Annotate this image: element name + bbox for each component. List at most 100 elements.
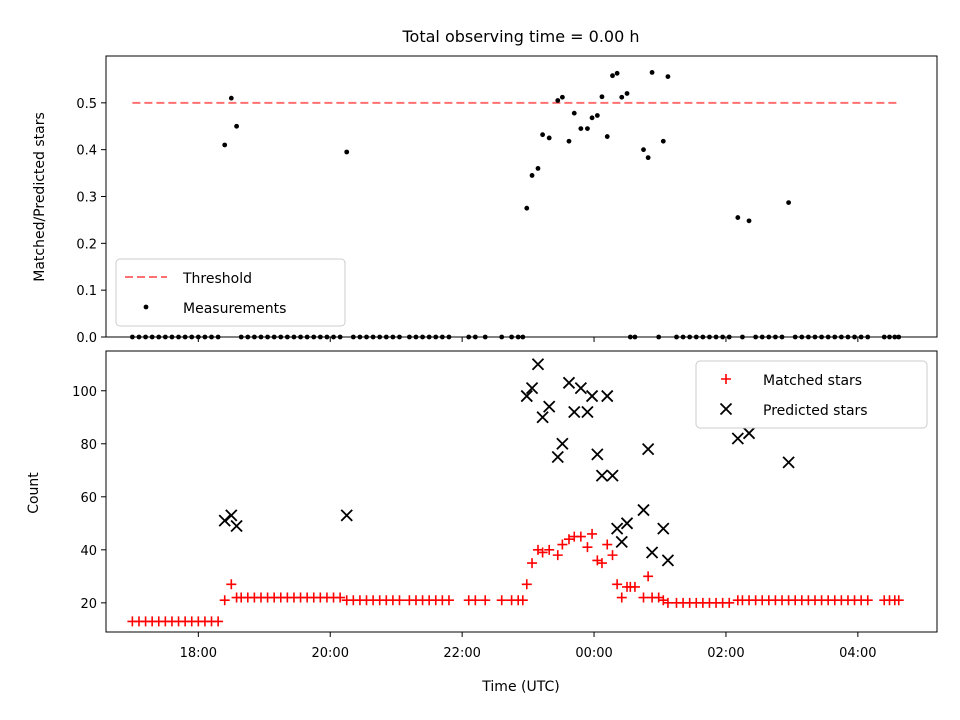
measurement-point (649, 69, 655, 75)
x-axis-label: Time (UTC) (481, 679, 559, 695)
predicted-star-point (551, 450, 564, 464)
predicted-star-point (645, 546, 659, 559)
matched-star-point (582, 542, 593, 553)
predicted-star-point (657, 522, 670, 535)
matched-star-point (658, 595, 669, 606)
matched-star-point (443, 595, 454, 606)
bottom-xtick-label: 20:00 (312, 646, 349, 661)
top-chart-title: Total observing time = 0.00 h (401, 27, 639, 46)
bottom-ytick-label: 20 (80, 597, 97, 612)
measurement-point (599, 94, 605, 100)
top-legend-box (115, 258, 346, 327)
bottom-xtick-label: 18:00 (180, 646, 217, 661)
matched-star-point (394, 595, 405, 606)
predicted-star-point (218, 514, 231, 527)
bottom-ytick-label: 80 (80, 438, 97, 453)
measurement-point (222, 142, 228, 148)
predicted-star-point (620, 517, 634, 530)
matched-star-point (643, 571, 654, 582)
measurement-point (619, 94, 625, 100)
matched-star-point (724, 597, 735, 608)
predicted-star-point (568, 405, 581, 419)
predicted-star-point (601, 389, 614, 403)
measurement-point (578, 126, 584, 131)
predicted-star-point (340, 509, 353, 522)
matched-star-point (532, 544, 543, 555)
top-ytick-label: 0.3 (76, 191, 97, 206)
matched-star-point (527, 558, 538, 569)
bottom-ytick-label: 40 (80, 544, 97, 559)
matched-star-point (496, 595, 507, 606)
matched-star-point (602, 539, 613, 550)
measurement-point (665, 74, 671, 80)
matched-star-point (653, 592, 664, 603)
matched-star-point (335, 592, 346, 603)
bottom-axes-frame (105, 350, 938, 633)
bottom-legend-box (695, 360, 928, 429)
bottom-ytick-label: 100 (72, 385, 97, 400)
predicted-star-point (520, 389, 533, 403)
bottom-xtick-label: 22:00 (443, 646, 480, 661)
measurement-point (344, 149, 350, 155)
top-plot-area: 0.0 0.1 0.2 0.3 0.4 0.5 Threshold Measurements (76, 55, 938, 346)
bottom-plot-area: 20 40 60 80 100 18:00 20:00 22:00 00:00 02:00 04:0… (72, 350, 938, 661)
predicted-star-point (581, 405, 594, 419)
predicted-star-point (610, 522, 624, 535)
legend-measurements-label: Measurements (183, 301, 286, 317)
measurement-point (228, 95, 234, 101)
top-axes-frame (105, 55, 938, 338)
top-ytick-label: 0.0 (76, 331, 97, 346)
predicted-star-point (595, 469, 609, 482)
matched-star-point (596, 558, 607, 569)
predicted-star-point (562, 376, 576, 389)
matched-star-point (592, 555, 603, 566)
measurement-point (746, 218, 752, 224)
predicted-star-point (536, 411, 549, 424)
predicted-star-point (641, 442, 655, 456)
measurement-point (555, 98, 561, 103)
matched-star-point (537, 547, 548, 558)
top-ytick-label: 0.4 (76, 144, 97, 159)
predicted-star-point (615, 535, 628, 549)
predicted-star-point (225, 509, 238, 522)
predicted-star-point (742, 427, 756, 440)
measurement-point (645, 155, 651, 161)
measurement-point (529, 173, 535, 178)
measurement-point (571, 110, 577, 116)
matched-star-point (638, 592, 649, 603)
matched-star-point (612, 579, 623, 590)
measurement-point (660, 138, 666, 144)
measurement-point (604, 134, 610, 139)
predicted-star-point (591, 448, 604, 461)
measurement-point (559, 94, 565, 100)
measurement-point (614, 70, 620, 76)
measurement-point (524, 205, 530, 211)
bottom-xtick-label: 00:00 (575, 646, 612, 661)
predicted-star-point (606, 469, 619, 482)
legend-threshold-label: Threshold (182, 271, 252, 287)
matched-star-point (544, 544, 555, 555)
legend-predicted-swatch (719, 402, 733, 416)
bottom-ytick-label: 60 (80, 491, 97, 506)
matched-star-point (575, 531, 586, 542)
matched-star-point (219, 595, 230, 606)
measurement-point (589, 115, 595, 121)
matched-star-point (587, 528, 598, 539)
matched-star-point (893, 595, 904, 606)
matched-star-point (213, 616, 224, 627)
matched-star-point (662, 597, 673, 608)
measurement-point (735, 215, 741, 220)
measurement-point (566, 138, 572, 144)
top-legend: Threshold Measurements (115, 258, 346, 327)
matched-star-point (480, 595, 491, 606)
matched-star-point (552, 550, 563, 561)
predicted-star-point (543, 400, 556, 413)
predicted-star-point (585, 389, 599, 403)
bottom-y-axis-label: Count (26, 472, 42, 514)
matched-star-point (862, 595, 873, 606)
legend-matched-swatch (721, 374, 731, 384)
top-ytick-label: 0.5 (76, 97, 97, 112)
legend-matched-label: Matched stars (763, 373, 862, 389)
matched-star-point (226, 579, 237, 590)
